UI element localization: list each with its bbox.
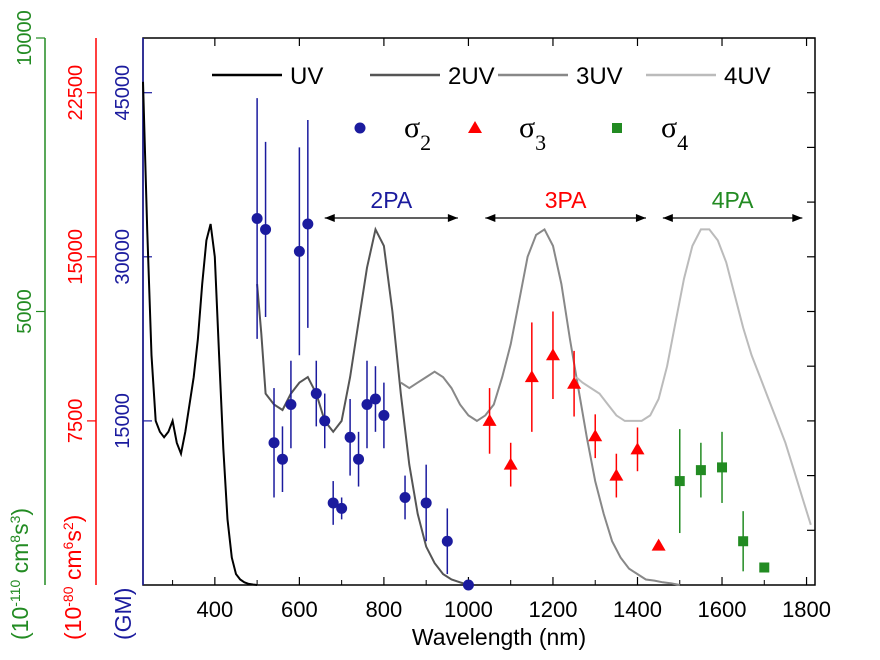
sigma3-tick-label: 7500 bbox=[65, 399, 87, 444]
x-tick-label: 1800 bbox=[782, 597, 831, 622]
annotation-label: 2PA bbox=[370, 187, 412, 213]
data-point bbox=[609, 468, 624, 481]
sigma4-unit-part: 8 bbox=[7, 535, 23, 543]
sigma4-unit-part: ) bbox=[7, 508, 33, 516]
sigma3-tick-label: 22500 bbox=[65, 65, 87, 121]
x-tick-label: 800 bbox=[366, 597, 403, 622]
data-point bbox=[378, 409, 390, 421]
sigma3-unit-part: (10 bbox=[60, 607, 86, 640]
annotation-arrowhead-right bbox=[635, 214, 646, 222]
data-point bbox=[567, 376, 582, 389]
data-point bbox=[695, 465, 706, 476]
line-legend-label: 3UV bbox=[576, 63, 623, 90]
sigma4-unit-label: (10-110 cm8s3) bbox=[7, 508, 33, 640]
annotation-label: 3PA bbox=[545, 187, 587, 213]
data-point bbox=[268, 437, 280, 449]
data-point bbox=[482, 413, 497, 426]
spectrum-line-2uv bbox=[256, 226, 469, 586]
x-tick-label: 1400 bbox=[613, 597, 662, 622]
sigma-glyph: σ bbox=[404, 111, 420, 144]
data-point bbox=[319, 415, 331, 427]
sigma-subscript: 4 bbox=[677, 130, 688, 155]
data-point bbox=[302, 218, 314, 230]
sigma4-unit-part: 3 bbox=[7, 515, 23, 523]
data-point bbox=[717, 462, 728, 473]
x-tick-label: 1200 bbox=[528, 597, 577, 622]
sigma4-unit-part: cm bbox=[7, 543, 33, 580]
marker-legend-symbol bbox=[354, 122, 366, 134]
data-point bbox=[738, 536, 749, 547]
annotation-arrowhead-right bbox=[447, 214, 458, 222]
line-legend-label: UV bbox=[290, 63, 323, 90]
data-point bbox=[260, 223, 272, 235]
marker-legend-symbol bbox=[612, 123, 622, 133]
data-point bbox=[344, 431, 356, 443]
sigma-subscript: 3 bbox=[535, 130, 546, 155]
annotation-arrowhead-left bbox=[485, 214, 496, 222]
data-point bbox=[276, 453, 288, 465]
GM-tick-label: 30000 bbox=[112, 229, 134, 285]
spectrum-line-uv bbox=[142, 81, 258, 586]
sigma-glyph: σ bbox=[661, 111, 677, 144]
sigma3-unit-part: 2 bbox=[60, 522, 76, 530]
data-point bbox=[251, 213, 263, 225]
data-point bbox=[630, 442, 645, 455]
annotation-label: 4PA bbox=[712, 187, 754, 213]
data-point bbox=[441, 535, 453, 547]
x-tick-label: 1600 bbox=[698, 597, 747, 622]
sigma3-tick-label: 15000 bbox=[65, 229, 87, 285]
GM-tick-label: 45000 bbox=[112, 65, 134, 121]
x-tick-label: 600 bbox=[281, 597, 318, 622]
marker-legend-label: σ4 bbox=[661, 111, 688, 155]
sigma4-tick-label: 10000 bbox=[14, 10, 36, 66]
data-point bbox=[361, 398, 373, 410]
x-tick-label: 400 bbox=[196, 597, 233, 622]
sigma-glyph: σ bbox=[519, 111, 535, 144]
data-point bbox=[588, 429, 603, 442]
spectrum-line-4uv bbox=[575, 228, 812, 526]
marker-legend-label: σ3 bbox=[519, 111, 546, 155]
x-axis-label: Wavelength (nm) bbox=[412, 624, 586, 650]
sigma4-unit-part: s bbox=[7, 523, 33, 535]
marker-legend-label: σ2 bbox=[404, 111, 431, 155]
GM-tick-label: 15000 bbox=[112, 393, 134, 449]
line-legend-label: 4UV bbox=[724, 63, 771, 90]
data-point bbox=[353, 453, 365, 465]
x-tick-label: 1000 bbox=[444, 597, 493, 622]
data-point bbox=[399, 491, 411, 503]
data-point bbox=[327, 497, 339, 509]
data-point bbox=[293, 245, 305, 257]
data-point bbox=[420, 497, 432, 509]
data-point bbox=[545, 348, 560, 361]
sigma4-unit-part: -110 bbox=[7, 580, 23, 607]
sigma4-tick-label: 5000 bbox=[14, 289, 36, 334]
data-point bbox=[369, 393, 381, 405]
annotation-arrowhead-left bbox=[662, 214, 673, 222]
sigma4-unit-part: (10 bbox=[7, 607, 33, 640]
sigma3-unit-part: cm bbox=[60, 549, 86, 586]
sigma3-unit-part: -80 bbox=[60, 586, 76, 606]
sigma3-unit-label: (10-80 cm6s2) bbox=[60, 515, 86, 640]
data-point bbox=[651, 538, 666, 551]
sigma3-unit-part: 6 bbox=[60, 541, 76, 549]
spectrum-line-3uv bbox=[400, 227, 680, 586]
data-point bbox=[285, 398, 297, 410]
annotation-arrowhead-right bbox=[792, 214, 803, 222]
data-point bbox=[524, 370, 539, 383]
sigma3-unit-part: ) bbox=[60, 515, 86, 523]
marker-legend-symbol bbox=[468, 121, 482, 133]
sigma-subscript: 2 bbox=[420, 130, 431, 155]
data-point bbox=[674, 476, 685, 487]
data-point bbox=[503, 457, 518, 470]
line-legend-label: 2UV bbox=[448, 63, 495, 90]
plot-frame bbox=[142, 37, 816, 586]
gm-unit-label: (GM) bbox=[110, 588, 136, 640]
data-point bbox=[462, 579, 474, 591]
data-point bbox=[759, 562, 770, 573]
data-point bbox=[310, 388, 322, 400]
data-point bbox=[336, 502, 348, 514]
annotation-arrowhead-left bbox=[324, 214, 335, 222]
sigma3-unit-part: s bbox=[60, 530, 86, 542]
